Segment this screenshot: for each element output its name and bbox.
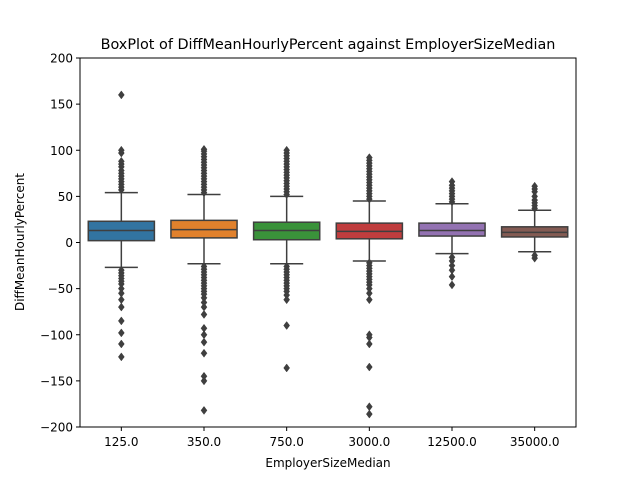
outlier-point bbox=[366, 295, 373, 305]
outlier-point bbox=[448, 280, 456, 290]
y-tick-label: 0 bbox=[65, 236, 73, 250]
outlier-point bbox=[366, 362, 373, 372]
outlier-point bbox=[118, 316, 125, 326]
x-axis-label: EmployerSizeMedian bbox=[265, 456, 390, 470]
outlier-point bbox=[531, 191, 538, 201]
plot-frame bbox=[79, 57, 577, 428]
axes: 200 150 100 50 0 −50 −100 −150 −200 125.0 350.0 750… bbox=[40, 52, 559, 450]
chart-title: BoxPlot of DiffMeanHourlyPercent against… bbox=[101, 37, 556, 53]
outlier-point bbox=[118, 302, 125, 312]
outlier-point bbox=[200, 302, 208, 312]
outlier-point bbox=[531, 253, 538, 263]
outlier-point bbox=[118, 145, 125, 155]
outlier-point bbox=[366, 153, 373, 163]
y-tick-label: 150 bbox=[50, 98, 73, 112]
outlier-point bbox=[200, 330, 208, 340]
outlier-point bbox=[200, 337, 208, 347]
outlier-point bbox=[118, 328, 125, 338]
outlier-point bbox=[283, 295, 290, 305]
outlier-point bbox=[200, 310, 208, 319]
y-tick-label: −150 bbox=[40, 374, 73, 388]
x-tick-label: 3000.0 bbox=[348, 435, 390, 449]
x-tick-label: 35000.0 bbox=[510, 435, 560, 449]
box-group-350-0 bbox=[170, 144, 238, 415]
box-group-35000-0 bbox=[500, 181, 569, 263]
y-tick-label: −200 bbox=[40, 421, 73, 435]
y-tick-label: 100 bbox=[50, 144, 73, 158]
outlier-point bbox=[366, 402, 373, 412]
x-tick-label: 125.0 bbox=[104, 435, 138, 449]
outlier-point bbox=[200, 348, 208, 358]
outlier-point bbox=[118, 352, 125, 362]
outlier-point bbox=[200, 144, 208, 154]
x-tick-label: 350.0 bbox=[187, 435, 221, 449]
y-tick-label: 50 bbox=[58, 190, 73, 204]
box bbox=[418, 222, 486, 237]
outlier-point bbox=[118, 90, 125, 100]
y-tick-label: −50 bbox=[48, 282, 73, 296]
outlier-point bbox=[366, 409, 373, 419]
outlier-point bbox=[366, 339, 373, 349]
y-tick-label: 200 bbox=[50, 52, 73, 66]
outlier-point bbox=[118, 339, 125, 349]
x-tick-label: 12500.0 bbox=[427, 435, 477, 449]
plot-area bbox=[87, 90, 569, 419]
outlier-point bbox=[448, 272, 456, 282]
box-group-750-0 bbox=[252, 145, 321, 373]
box-group-3000-0 bbox=[335, 153, 404, 419]
box-group-12500-0 bbox=[418, 177, 486, 290]
outlier-point bbox=[531, 181, 538, 191]
outlier-point bbox=[200, 376, 208, 386]
outlier-point bbox=[283, 363, 290, 373]
outlier-point bbox=[283, 145, 290, 155]
box-group-125-0 bbox=[87, 90, 156, 362]
outlier-point bbox=[200, 405, 208, 415]
x-tick-label: 750.0 bbox=[269, 435, 303, 449]
outlier-point bbox=[448, 177, 456, 187]
y-axis-label: DiffMeanHourlyPercent bbox=[13, 173, 27, 311]
outlier-point bbox=[118, 156, 125, 166]
y-tick-label: −100 bbox=[40, 328, 73, 342]
outlier-point bbox=[283, 321, 290, 330]
outlier-point bbox=[118, 295, 125, 305]
